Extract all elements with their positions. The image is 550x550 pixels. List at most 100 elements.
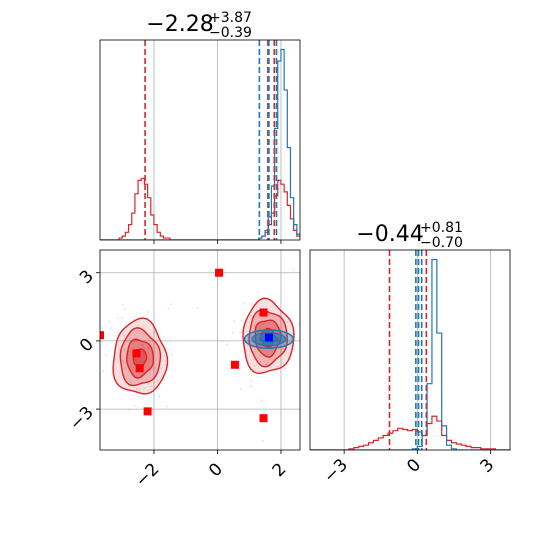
sample-point [153,381,156,384]
panel-title-param2: −0.44 [356,222,423,247]
sample-point [121,359,124,362]
sample-point [170,303,173,306]
marker-1 [100,331,104,340]
marker-4 [143,407,152,416]
sample-point [256,331,259,334]
sample-point [129,350,132,353]
title-value: −2.28 [146,12,213,37]
sample-point [129,381,132,384]
marker-8 [264,333,273,342]
sample-point [250,373,253,376]
sample-point [286,320,289,323]
sample-point [246,321,249,324]
sample-point [143,387,146,390]
sample-point [147,382,150,385]
sample-point [197,306,200,309]
sample-point [165,405,168,408]
x-tick-label-1: 0 [205,459,227,481]
x-tick-label-2: 2 [269,459,291,481]
sample-point [160,354,163,357]
sample-point [231,331,234,334]
contour-panel: −2 0 2 3 0 −3 [66,249,323,491]
axes-frame [99,249,301,451]
histogram-step-1 [310,258,510,450]
sample-point [141,344,144,347]
histogram-step-1 [100,48,300,240]
sample-point [249,315,252,318]
sample-point [137,324,140,327]
sample-point [232,320,235,323]
sample-point [123,308,126,311]
sample-point [158,395,161,398]
sample-point [261,439,264,442]
marker-2 [132,349,141,358]
x-tick-label-2: 3 [476,455,498,477]
sample-point [105,354,108,357]
x-tick-label-1: 0 [403,455,425,477]
point-markers [100,268,273,423]
sample-point [120,353,123,356]
title-plus-error: +3.87 [209,10,252,26]
panel-title-param1: −2.28 [146,12,213,37]
histogram-step-0 [310,415,510,450]
sample-point [121,303,124,306]
marker-5 [230,360,239,369]
sample-point [109,327,112,330]
grid-lines [343,250,491,450]
sample-point [169,348,172,351]
y-tick-label-1: 0 [76,335,98,357]
sample-point [123,349,126,352]
sample-point [157,379,160,382]
sample-point [147,346,150,349]
sample-point [142,324,145,327]
sample-point [121,316,124,319]
sample-point [136,388,139,391]
sample-point [148,348,151,351]
axes-frame [309,249,511,451]
sample-point [114,358,117,361]
sample-point [239,331,242,334]
histogram-series [310,258,510,450]
y-tick-label-2: −3 [66,403,98,435]
sample-point [281,309,284,312]
histogram-step-0 [100,177,300,240]
y-tick-labels: 3 0 −3 [66,266,100,435]
sample-point [242,302,245,305]
x-tick-labels: −2 0 2 [132,450,291,491]
sample-point [146,310,149,313]
sample-point [274,305,277,308]
sample-point [116,317,119,320]
sample-point [113,368,116,371]
sample-point [250,385,253,388]
marker-6 [259,308,268,317]
sample-point [276,365,279,368]
sample-point [116,361,119,364]
sample-point [153,331,156,334]
sample-point [284,367,287,370]
title-minus-error: −0.70 [420,235,463,251]
sample-point [133,404,136,407]
sample-point [260,399,263,402]
y-tick-label-0: 3 [76,266,98,288]
sample-point [297,322,300,325]
title-minus-error: −0.39 [209,25,252,41]
sample-point [262,323,265,326]
sample-point [122,334,125,337]
sample-point [102,369,105,372]
sample-point [150,385,153,388]
grid-lines [153,40,282,240]
sample-point [321,336,323,338]
x-tick-labels: −3 0 3 [320,450,498,487]
histogram-panel-param2: −0.44 +0.81 −0.70 −3 0 3 [309,220,511,487]
sample-point [226,343,229,346]
marker-0 [215,268,224,277]
sample-point [159,367,162,370]
sample-point [268,358,271,361]
sample-point [164,359,167,362]
sample-point [128,408,131,411]
sample-point [292,268,295,271]
sample-point [132,342,135,345]
sample-point [171,353,174,356]
quantile-lines [144,40,278,240]
